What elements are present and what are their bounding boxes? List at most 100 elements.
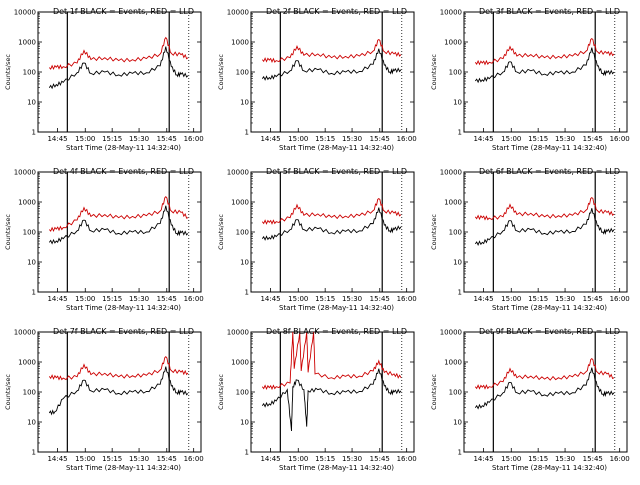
y-tick-label: 1000 bbox=[444, 359, 462, 367]
y-tick-label: 1 bbox=[245, 449, 249, 457]
x-tick-label: 15:30 bbox=[555, 295, 575, 303]
plot-frame bbox=[463, 331, 628, 453]
y-tick-label: 1000 bbox=[231, 39, 249, 47]
events-series-line bbox=[48, 205, 189, 245]
y-tick-label: 1 bbox=[245, 129, 249, 137]
y-tick-label: 100 bbox=[236, 389, 249, 397]
x-tick-label: 14:45 bbox=[260, 455, 280, 463]
x-tick-label: 14:45 bbox=[47, 135, 67, 143]
x-tick-label: 14:45 bbox=[473, 135, 493, 143]
y-axis-label: Counts/sec bbox=[430, 374, 438, 410]
events-series-line bbox=[474, 208, 615, 247]
panel-title: Det 8f BLACK = Events, RED = LLD bbox=[266, 327, 407, 336]
x-tick-label: 15:30 bbox=[129, 295, 149, 303]
x-tick-label: 15:30 bbox=[342, 135, 362, 143]
x-tick-label: 15:45 bbox=[157, 135, 177, 143]
plot-frame bbox=[250, 171, 415, 293]
events-series-line bbox=[261, 207, 402, 241]
detector-panel: 1 10 100 1000 10000 14:45 15:00 15:15 15:30 15:45… bbox=[430, 327, 630, 472]
y-tick-label: 10000 bbox=[14, 9, 36, 17]
events-series-line bbox=[48, 46, 189, 90]
plot-frame bbox=[463, 11, 628, 133]
y-tick-label: 10 bbox=[240, 419, 249, 427]
x-tick-label: 15:45 bbox=[157, 455, 177, 463]
lld-series-line bbox=[48, 36, 189, 71]
panel-title: Det 4f BLACK = Events, RED = LLD bbox=[53, 167, 194, 176]
y-tick-label: 1000 bbox=[18, 39, 36, 47]
y-axis-label: Counts/sec bbox=[217, 214, 225, 250]
y-tick-label: 100 bbox=[236, 229, 249, 237]
x-tick-label: 15:15 bbox=[528, 135, 548, 143]
x-tick-label: 14:45 bbox=[260, 295, 280, 303]
detector-panel: 1 10 100 1000 10000 14:45 15:00 15:15 15:30 15:45… bbox=[430, 7, 630, 152]
y-axis-label: Counts/sec bbox=[4, 214, 12, 250]
lld-series-line bbox=[261, 331, 402, 391]
x-tick-label: 15:45 bbox=[583, 135, 603, 143]
events-series-line bbox=[48, 366, 189, 416]
x-tick-label: 14:45 bbox=[260, 135, 280, 143]
y-tick-label: 10000 bbox=[440, 9, 462, 17]
y-tick-label: 1 bbox=[245, 289, 249, 297]
x-tick-label: 16:00 bbox=[397, 455, 417, 463]
x-tick-label: 15:30 bbox=[555, 135, 575, 143]
x-tick-label: 15:00 bbox=[501, 295, 521, 303]
x-tick-label: 15:15 bbox=[315, 295, 335, 303]
x-tick-label: 15:45 bbox=[370, 455, 390, 463]
panel-title: Det 3f BLACK = Events, RED = LLD bbox=[479, 7, 620, 16]
x-axis-label: Start Time (28-May-11 14:32:40) bbox=[492, 144, 607, 152]
x-tick-label: 16:00 bbox=[610, 295, 630, 303]
x-tick-label: 15:30 bbox=[129, 455, 149, 463]
panel-title: Det 5f BLACK = Events, RED = LLD bbox=[266, 167, 407, 176]
y-tick-label: 1000 bbox=[18, 359, 36, 367]
y-tick-label: 1000 bbox=[231, 199, 249, 207]
y-tick-label: 10000 bbox=[14, 169, 36, 177]
x-tick-label: 15:30 bbox=[342, 295, 362, 303]
x-tick-label: 15:00 bbox=[288, 295, 308, 303]
x-tick-label: 15:30 bbox=[129, 135, 149, 143]
y-tick-label: 1 bbox=[458, 449, 462, 457]
plot-frame bbox=[37, 331, 202, 453]
x-tick-label: 15:15 bbox=[102, 455, 122, 463]
x-tick-label: 14:45 bbox=[47, 295, 67, 303]
detector-panel: 1 10 100 1000 10000 14:45 15:00 15:15 15:30 15:45… bbox=[217, 7, 417, 152]
detector-panel: 1 10 100 1000 10000 14:45 15:00 15:15 15:30 15:45… bbox=[430, 167, 630, 312]
x-tick-label: 14:45 bbox=[473, 455, 493, 463]
y-tick-label: 10000 bbox=[440, 169, 462, 177]
detector-panel: 1 10 100 1000 10000 14:45 15:00 15:15 15:30 15:45… bbox=[4, 327, 204, 472]
x-axis-label: Start Time (28-May-11 14:32:40) bbox=[279, 144, 394, 152]
y-axis-label: Counts/sec bbox=[430, 54, 438, 90]
x-axis-label: Start Time (28-May-11 14:32:40) bbox=[279, 464, 394, 472]
x-tick-label: 16:00 bbox=[610, 455, 630, 463]
x-tick-label: 15:00 bbox=[501, 455, 521, 463]
y-tick-label: 1 bbox=[458, 289, 462, 297]
y-tick-label: 10 bbox=[240, 99, 249, 107]
y-tick-label: 100 bbox=[449, 229, 462, 237]
y-tick-label: 100 bbox=[23, 69, 36, 77]
y-tick-label: 10 bbox=[453, 259, 462, 267]
y-tick-label: 1000 bbox=[444, 199, 462, 207]
lld-series-line bbox=[474, 357, 615, 390]
y-tick-label: 10 bbox=[453, 99, 462, 107]
x-tick-label: 16:00 bbox=[397, 135, 417, 143]
x-tick-label: 15:45 bbox=[583, 295, 603, 303]
y-axis-label: Counts/sec bbox=[430, 214, 438, 250]
x-tick-label: 15:00 bbox=[288, 135, 308, 143]
y-tick-label: 100 bbox=[236, 69, 249, 77]
x-tick-label: 16:00 bbox=[184, 455, 204, 463]
x-tick-label: 15:15 bbox=[528, 295, 548, 303]
panel-title: Det 2f BLACK = Events, RED = LLD bbox=[266, 7, 407, 16]
panel-title: Det 6f BLACK = Events, RED = LLD bbox=[479, 167, 620, 176]
y-tick-label: 1000 bbox=[18, 199, 36, 207]
y-axis-label: Counts/sec bbox=[217, 374, 225, 410]
y-tick-label: 10000 bbox=[227, 9, 249, 17]
detector-panel: 1 10 100 1000 10000 14:45 15:00 15:15 15:30 15:45… bbox=[217, 327, 417, 472]
x-tick-label: 15:45 bbox=[157, 295, 177, 303]
detector-panel: 1 10 100 1000 10000 14:45 15:00 15:15 15:30 15:45… bbox=[4, 7, 204, 152]
x-axis-label: Start Time (28-May-11 14:32:40) bbox=[279, 304, 394, 312]
y-tick-label: 10 bbox=[27, 419, 36, 427]
plot-frame bbox=[250, 331, 415, 453]
y-axis-label: Counts/sec bbox=[217, 54, 225, 90]
x-axis-label: Start Time (28-May-11 14:32:40) bbox=[66, 304, 181, 312]
lld-series-line bbox=[261, 39, 402, 64]
